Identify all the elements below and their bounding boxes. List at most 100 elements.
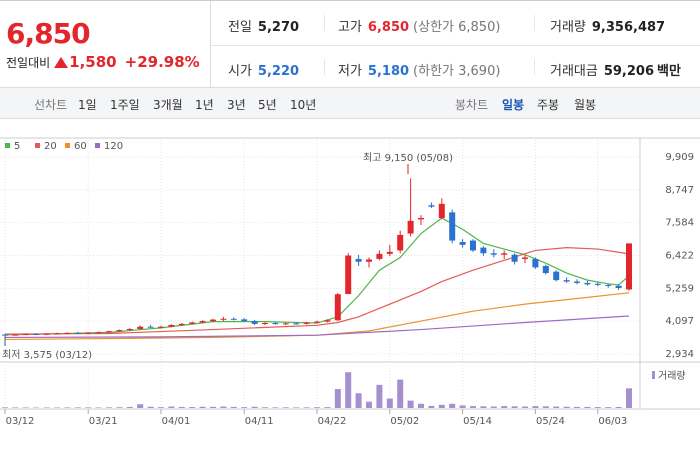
candle-body xyxy=(594,283,601,285)
stat-label: 시가 xyxy=(228,64,252,79)
tab[interactable]: 5년 xyxy=(258,98,277,112)
volume-bar xyxy=(220,406,227,408)
volume-bar xyxy=(584,406,591,408)
volume-bar xyxy=(314,407,320,408)
volume-bar xyxy=(386,398,393,408)
change-label: 전일대비 xyxy=(6,55,51,70)
volume-bar xyxy=(303,407,310,408)
volume-bar xyxy=(43,407,50,408)
chart: 9,909 8,747 7,584 6,422 5,259 4,097 2,934 03/12… xyxy=(0,137,700,427)
volume-bar xyxy=(85,407,92,408)
volume-bar xyxy=(594,407,601,408)
x-tick-label: 06/03 xyxy=(598,416,627,427)
candle-body xyxy=(43,333,50,335)
volume-bar xyxy=(438,404,445,408)
tab[interactable]: 1년 xyxy=(195,98,214,112)
separator xyxy=(211,45,700,46)
candle-body xyxy=(366,259,372,262)
candle-body xyxy=(449,212,456,241)
stat-label: 전일 xyxy=(228,20,252,35)
candle-body xyxy=(459,241,466,245)
candle-body xyxy=(563,280,570,282)
stat-value: 5,270 xyxy=(257,20,300,35)
x-tick-label: 05/14 xyxy=(463,416,492,427)
candle-body xyxy=(178,323,185,326)
tab[interactable]: 1주일 xyxy=(110,98,140,112)
volume-legend-swatch xyxy=(652,371,655,379)
tab[interactable]: 주봉 xyxy=(537,98,560,112)
candle-body xyxy=(574,281,580,283)
tab[interactable]: 일봉 xyxy=(502,98,525,112)
volume-bar xyxy=(615,406,622,408)
legend-swatch xyxy=(65,143,70,148)
volume-bar xyxy=(22,407,29,408)
volume-bar xyxy=(345,372,352,408)
candle-body xyxy=(189,322,196,324)
candle-body xyxy=(126,328,133,331)
separator xyxy=(534,15,535,31)
stat: 시가 5,220 xyxy=(228,60,299,79)
x-tick-label: 04/22 xyxy=(318,416,347,427)
legend-swatch xyxy=(35,143,40,148)
tab[interactable]: 3년 xyxy=(227,98,246,112)
stat-value: 9,356,487 xyxy=(591,20,666,35)
separator xyxy=(324,15,325,31)
candle-body xyxy=(158,326,164,328)
tab-group-label: 선차트 xyxy=(34,98,68,112)
candle-body xyxy=(542,265,549,274)
candle-body xyxy=(168,325,175,327)
candle-body xyxy=(251,321,258,324)
candle-body xyxy=(220,318,227,320)
ma-line xyxy=(4,247,630,335)
candle-body xyxy=(282,323,289,325)
volume-bar xyxy=(293,407,300,408)
change-pct: +29.98% xyxy=(124,53,200,71)
quote-header: 6,850 전일대비 1,580 +29.98% 전일 5,270 고가 6,850… xyxy=(0,0,700,88)
high-annotation: 최고 9,150 (05/08) xyxy=(363,152,453,164)
x-tick-label: 05/02 xyxy=(390,416,419,427)
tab[interactable]: 1일 xyxy=(78,98,97,112)
volume-bar xyxy=(574,406,580,408)
volume-bar xyxy=(532,406,539,408)
candle-body xyxy=(272,323,279,325)
legend-swatch xyxy=(5,143,10,148)
low-annotation: 최저 3,575 (03/12) xyxy=(2,349,92,361)
tab[interactable]: 3개월 xyxy=(153,98,183,112)
volume-bar xyxy=(147,406,154,408)
stat: 거래대금 59,206 백만 xyxy=(550,60,681,79)
y-tick-label: 8,747 xyxy=(665,185,694,196)
candle-body xyxy=(199,321,206,323)
legend-label: 5 xyxy=(14,141,20,152)
candle-body xyxy=(64,332,71,334)
volume-bar xyxy=(241,407,248,408)
candle-body xyxy=(106,331,112,333)
volume-bar xyxy=(189,407,196,408)
tab[interactable]: 월봉 xyxy=(574,98,597,112)
candle-body xyxy=(470,240,476,251)
x-tick-label: 03/12 xyxy=(6,416,35,427)
candle-body xyxy=(74,332,81,334)
candle-body xyxy=(407,220,414,234)
tab[interactable]: 10년 xyxy=(290,98,317,112)
volume-bar xyxy=(251,406,258,408)
volume-bar xyxy=(626,388,632,408)
volume-bar xyxy=(116,407,123,408)
price: 6,850 xyxy=(6,17,91,50)
stat-label: 거래대금 xyxy=(550,64,598,79)
change: 1,580 xyxy=(69,53,117,71)
stat-label: 고가 xyxy=(338,20,362,35)
volume-bar xyxy=(542,406,549,408)
tab-bar: 선차트 봉차트 1일 1주일 3개월 1년 3년 5년 10년 일봉 주봉 월봉 xyxy=(0,88,700,119)
volume-bar xyxy=(324,407,331,408)
candle-body xyxy=(438,203,445,218)
candle-body xyxy=(553,271,560,281)
candle-body xyxy=(334,294,341,321)
candle-body xyxy=(303,322,310,324)
volume-bar xyxy=(418,403,424,408)
volume-bar xyxy=(449,403,456,408)
volume-bar xyxy=(511,406,518,408)
candle-body xyxy=(428,205,435,207)
volume-bar xyxy=(282,407,289,408)
stat-value: 6,850 xyxy=(367,20,410,35)
volume-bar xyxy=(95,407,102,408)
